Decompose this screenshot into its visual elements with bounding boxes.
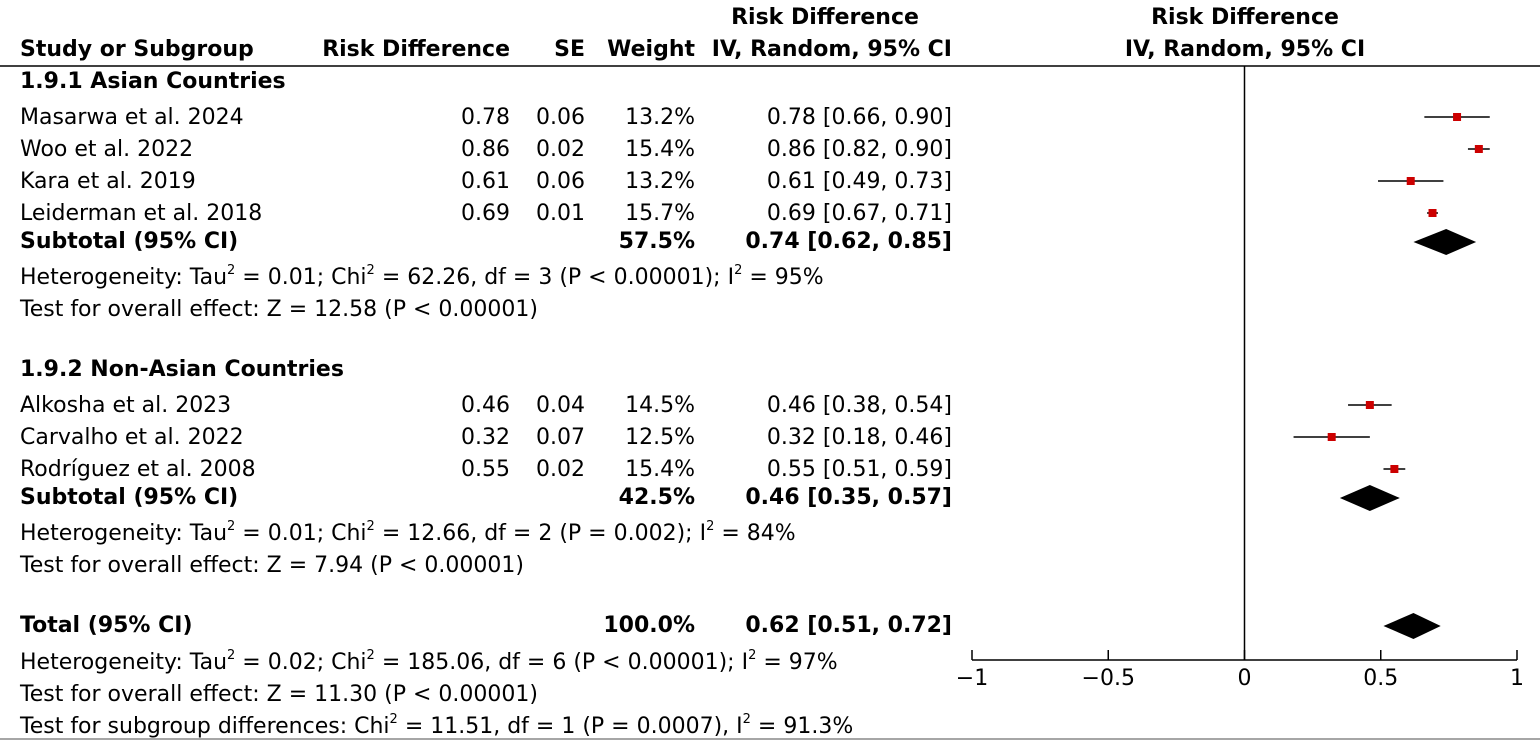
effect-marker (1390, 465, 1399, 473)
risk-difference: 0.55 (461, 457, 510, 482)
subtotal-weight: 57.5% (618, 229, 695, 254)
risk-difference: 0.46 (461, 393, 510, 418)
x-tick-label: 1 (1510, 666, 1524, 691)
subtotal-label: Subtotal (95% CI) (20, 485, 239, 510)
total-ci: 0.62 [0.51, 0.72] (745, 613, 952, 638)
standard-error: 0.02 (536, 137, 585, 162)
confidence-interval: 0.69 [0.67, 0.71] (766, 201, 952, 226)
weight: 15.4% (625, 137, 695, 162)
x-tick-label: −1 (956, 666, 988, 691)
overall-effect-text: Test for overall effect: Z = 12.58 (P < … (20, 297, 538, 322)
risk-difference: 0.86 (461, 137, 510, 162)
standard-error: 0.02 (536, 457, 585, 482)
effect-marker (1365, 401, 1374, 409)
heterogeneity-text: Heterogeneity: Tau2 = 0.01; Chi2 = 12.66… (20, 518, 796, 546)
study-name: Alkosha et al. 2023 (20, 393, 232, 418)
study-name: Kara et al. 2019 (20, 169, 196, 194)
study-name: Rodríguez et al. 2008 (20, 457, 256, 482)
study-name: Leiderman et al. 2018 (20, 201, 263, 226)
x-tick-label: −0.5 (1082, 666, 1135, 691)
standard-error: 0.01 (536, 201, 585, 226)
standard-error: 0.06 (536, 169, 585, 194)
x-tick-label: 0 (1238, 666, 1252, 691)
weight: 15.7% (625, 201, 695, 226)
study-name: Carvalho et al. 2022 (20, 425, 244, 450)
standard-error: 0.07 (536, 425, 585, 450)
confidence-interval: 0.78 [0.66, 0.90] (766, 105, 952, 130)
study-name: Woo et al. 2022 (20, 137, 194, 162)
summary-diamond (1383, 613, 1441, 639)
effect-marker (1327, 433, 1336, 441)
effect-marker (1406, 177, 1415, 185)
weight-column-header: Weight (607, 37, 695, 62)
se-column-header: SE (554, 37, 585, 62)
rd-column-header: Risk Difference (322, 37, 510, 62)
study-column-header: Study or Subgroup (20, 37, 254, 62)
summary-diamond (1413, 229, 1477, 255)
risk-difference: 0.32 (461, 425, 510, 450)
weight: 15.4% (625, 457, 695, 482)
risk-difference: 0.69 (461, 201, 510, 226)
x-tick-label: 0.5 (1363, 666, 1398, 691)
risk-difference: 0.78 (461, 105, 510, 130)
total-heterogeneity-text: Heterogeneity: Tau2 = 0.02; Chi2 = 185.0… (20, 647, 838, 675)
group-title: 1.9.2 Non-Asian Countries (20, 357, 344, 382)
subgroup-differences-text: Test for subgroup differences: Chi2 = 11… (20, 711, 854, 739)
subtotal-weight: 42.5% (618, 485, 695, 510)
weight: 13.2% (625, 105, 695, 130)
subtotal-label: Subtotal (95% CI) (20, 229, 239, 254)
weight: 13.2% (625, 169, 695, 194)
weight: 14.5% (625, 393, 695, 418)
effect-marker (1453, 113, 1462, 121)
summary-diamond (1339, 485, 1400, 511)
plot-frame: −1 −0.5 0 0.5 1 (0, 65, 1540, 740)
subtotal-ci: 0.46 [0.35, 0.57] (745, 485, 952, 510)
heterogeneity-text: Heterogeneity: Tau2 = 0.01; Chi2 = 62.26… (20, 262, 824, 290)
standard-error: 0.04 (536, 393, 585, 418)
confidence-interval: 0.61 [0.49, 0.73] (766, 169, 952, 194)
group-title: 1.9.1 Asian Countries (20, 69, 286, 94)
confidence-interval: 0.32 [0.18, 0.46] (766, 425, 952, 450)
total-weight: 100.0% (603, 613, 695, 638)
plot-marks (1293, 113, 1490, 639)
total-overall-effect-text: Test for overall effect: Z = 11.30 (P < … (20, 682, 538, 707)
overall-effect-text: Test for overall effect: Z = 7.94 (P < 0… (20, 553, 524, 578)
standard-error: 0.06 (536, 105, 585, 130)
rd-header-top: Risk Difference (731, 5, 919, 30)
study-name: Masarwa et al. 2024 (20, 105, 244, 130)
plot-header-sub: IV, Random, 95% CI (1124, 37, 1366, 62)
ci-column-header: IV, Random, 95% CI (711, 37, 952, 62)
effect-marker (1474, 145, 1483, 153)
effect-marker (1428, 209, 1437, 217)
confidence-interval: 0.46 [0.38, 0.54] (766, 393, 952, 418)
total-label: Total (95% CI) (20, 613, 193, 638)
confidence-interval: 0.55 [0.51, 0.59] (766, 457, 952, 482)
weight: 12.5% (625, 425, 695, 450)
risk-difference: 0.61 (461, 169, 510, 194)
subtotal-ci: 0.74 [0.62, 0.85] (745, 229, 952, 254)
confidence-interval: 0.86 [0.82, 0.90] (766, 137, 952, 162)
plot-header-top: Risk Difference (1151, 5, 1339, 30)
